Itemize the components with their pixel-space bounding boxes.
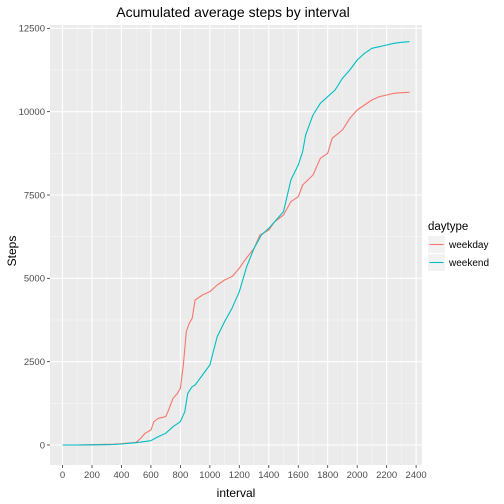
x-axis-title: interval — [217, 486, 256, 500]
series-line-weekend — [62, 41, 410, 446]
x-tick-label: 2200 — [376, 470, 397, 481]
y-tick-label: 0 — [40, 440, 45, 451]
y-axis-title: Steps — [5, 236, 19, 267]
y-tick-label: 10000 — [19, 107, 45, 118]
y-tick-label: 2500 — [24, 357, 45, 368]
x-tick-label: 1200 — [229, 470, 250, 481]
y-tick-label: 5000 — [24, 274, 45, 285]
y-tick-label: 7500 — [24, 190, 45, 201]
minor-gridlines — [50, 25, 422, 465]
series-lines — [62, 41, 410, 446]
plot-panel — [50, 25, 422, 465]
x-tick-label: 1800 — [317, 470, 338, 481]
x-tick-label: 200 — [84, 470, 100, 481]
x-tick-label: 2000 — [347, 470, 368, 481]
x-tick-label: 600 — [143, 470, 159, 481]
x-tick-label: 2400 — [406, 470, 427, 481]
x-tick-label: 400 — [114, 470, 130, 481]
x-tick-label: 1600 — [288, 470, 309, 481]
legend-items: weekday weekend — [428, 236, 489, 271]
x-tick-label: 0 — [60, 470, 65, 481]
legend-label-weekend: weekend — [448, 258, 489, 269]
legend-title: daytype — [428, 221, 468, 233]
legend-label-weekday: weekday — [448, 240, 488, 251]
x-tick-label: 800 — [172, 470, 188, 481]
x-axis-ticks: 0 200 400 600 800 1000 1200 1400 1600 1800 2000 220… — [60, 465, 427, 481]
legend: daytype weekday weekend — [428, 221, 489, 271]
series-line-weekday — [62, 91, 410, 446]
x-tick-label: 1400 — [258, 470, 279, 481]
chart-title: Acumulated average steps by interval — [116, 4, 349, 20]
y-tick-label: 12500 — [19, 24, 45, 35]
x-tick-label: 1000 — [199, 470, 220, 481]
y-axis-ticks: 0 2500 5000 7500 10000 12500 — [19, 24, 50, 451]
